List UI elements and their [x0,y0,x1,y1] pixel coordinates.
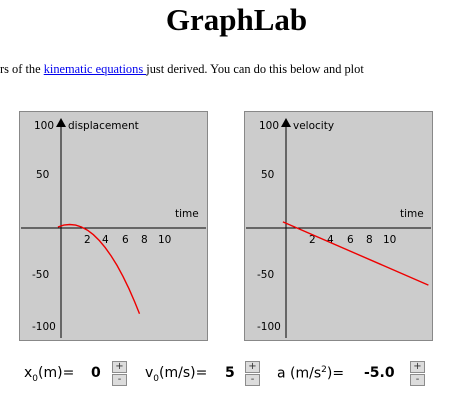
x-tick-label: 2 [84,234,91,246]
velocity-graph: velocity time 100 50 -50 -100 2 4 6 8 10 [244,111,433,341]
x-tick-label: 4 [102,234,109,246]
y-tick-label: -50 [32,269,49,281]
x0-value: 0 [91,365,101,381]
v0-increment-button[interactable]: + [245,361,260,373]
x-tick-label: 6 [347,234,354,246]
x-tick-label: 10 [383,234,396,246]
x0-label: x0(m)= [24,365,75,384]
x-tick-label: 8 [366,234,373,246]
x0-increment-button[interactable]: + [112,361,127,373]
v0-label: v0(m/s)= [145,365,208,384]
x0-decrement-button[interactable]: - [112,374,127,386]
y-tick-label: 100 [259,120,279,132]
y-tick-label: -100 [257,321,281,333]
v0-decrement-button[interactable]: - [245,374,260,386]
velocity-plot: velocity time 100 50 -50 -100 2 4 6 8 10 [246,118,431,338]
a-label: a (m/s2)= [277,365,345,382]
x-tick-label: 6 [122,234,129,246]
x0-stepper[interactable]: + - [112,361,127,387]
intro-text: rs of the kinematic equations just deriv… [0,60,473,78]
velocity-curve [282,221,429,286]
x-tick-label: 4 [327,234,334,246]
parameter-controls: x0(m)= 0 + - v0(m/s)= 5 + - a (m/s2)= -5… [0,361,473,387]
y-axis-arrow-icon [56,118,66,127]
y-tick-label: 100 [34,120,54,132]
v0-stepper[interactable]: + - [245,361,260,387]
x-tick-label: 8 [141,234,148,246]
intro-after: just derived. You can do this below and … [146,62,364,76]
graph-label: velocity [293,120,334,132]
y-tick-label: -100 [32,321,56,333]
v0-value: 5 [225,365,235,381]
y-tick-label: -50 [257,269,274,281]
time-label: time [175,208,199,220]
y-axis-arrow-icon [281,118,291,127]
y-tick-label: 50 [261,169,274,181]
y-tick-label: 50 [36,169,49,181]
a-increment-button[interactable]: + [410,361,425,373]
graph-label: displacement [68,120,139,132]
kinematic-equations-link[interactable]: kinematic equations [43,62,147,76]
a-stepper[interactable]: + - [410,361,425,387]
a-value: -5.0 [364,365,395,381]
displacement-graph: displacement time 100 50 -50 -100 2 4 6 … [19,111,208,341]
a-decrement-button[interactable]: - [410,374,425,386]
page-title: GraphLab [165,2,308,37]
x-tick-label: 2 [309,234,316,246]
displacement-plot: displacement time 100 50 -50 -100 2 4 6 … [21,118,206,338]
time-label: time [400,208,424,220]
displacement-curve [57,223,141,315]
intro-before: rs of the [0,62,44,76]
x-tick-label: 10 [158,234,171,246]
